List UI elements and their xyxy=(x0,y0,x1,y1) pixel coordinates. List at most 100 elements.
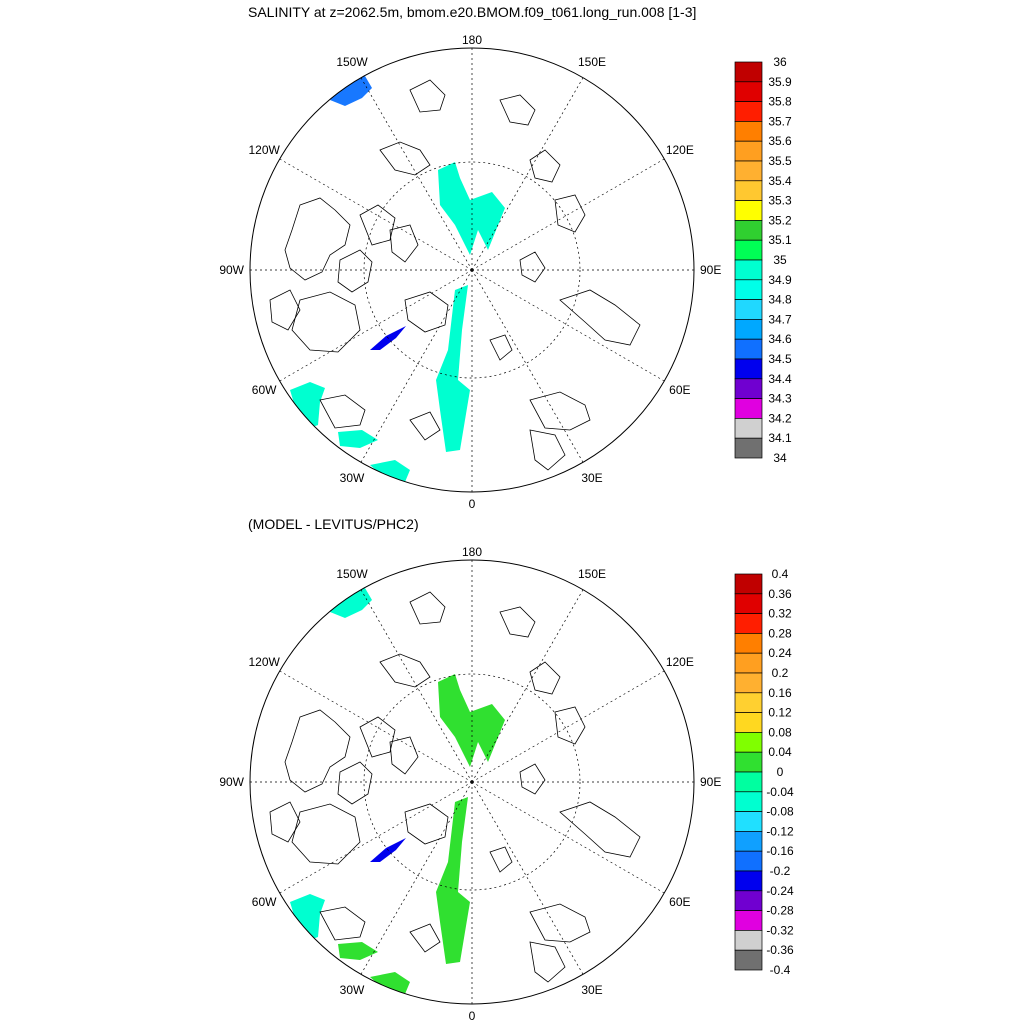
coastline xyxy=(319,906,366,941)
colorbar-swatch xyxy=(734,398,763,419)
coastline xyxy=(269,289,301,331)
salinity-map: 180 150E 120E 90E 60E 30E 0 30W 60W 90W 120W 150W 36… xyxy=(219,33,792,511)
colorbar-swatch xyxy=(734,239,763,261)
colorbar-swatch xyxy=(734,949,763,971)
coastline xyxy=(499,606,536,638)
colorbar-swatch xyxy=(734,751,763,773)
coastline xyxy=(291,803,361,865)
longitude-label: 60E xyxy=(669,383,690,397)
colorbar-label: 0.4 xyxy=(772,567,789,581)
coastline xyxy=(529,429,566,471)
region-center-north xyxy=(438,674,505,767)
colorbar-swatch xyxy=(734,771,763,793)
colorbar-swatch xyxy=(734,259,763,281)
colorbar-label: 35.7 xyxy=(768,114,792,128)
coastline xyxy=(379,141,431,176)
colorbar-swatch xyxy=(734,930,763,951)
difference-map-panel: 180 150E 120E 90E 60E 30E 0 30W 60W 90W 120W 150W 0.… xyxy=(0,512,1024,1024)
colorbar-label: 34.9 xyxy=(768,273,792,287)
region-60w xyxy=(290,894,325,940)
longitude-label: 180 xyxy=(462,33,482,47)
colorbar-swatch xyxy=(734,672,763,694)
region-30w xyxy=(338,942,410,994)
colorbar-label: 34.8 xyxy=(768,293,792,307)
longitude-label: 120E xyxy=(666,655,694,669)
colorbar-label: 35.4 xyxy=(768,174,792,188)
colorbar-swatch xyxy=(734,712,763,733)
coastline xyxy=(499,94,536,126)
colorbar-label: 35.9 xyxy=(768,75,792,89)
colorbar-swatch xyxy=(734,732,763,753)
longitude-label: 90W xyxy=(219,263,244,277)
colorbar-label: 35.3 xyxy=(768,194,792,208)
colorbar-label: 0.08 xyxy=(768,725,792,739)
region-30w xyxy=(338,430,410,482)
longitude-label: 90W xyxy=(219,775,244,789)
colorbar-label: -0.12 xyxy=(766,824,794,838)
coastline xyxy=(409,79,446,113)
colorbar-label: -0.08 xyxy=(766,805,794,819)
colorbar-label: 0.16 xyxy=(768,686,792,700)
longitude-label: 60W xyxy=(252,895,277,909)
longitude-label: 150E xyxy=(578,567,606,581)
meridian-line xyxy=(471,269,584,463)
meridian-line xyxy=(279,269,473,382)
coastline xyxy=(519,763,546,795)
longitude-label: 60W xyxy=(252,383,277,397)
colorbar-label: -0.16 xyxy=(766,844,794,858)
colorbar-label: -0.04 xyxy=(766,785,794,799)
longitude-label: 120W xyxy=(248,655,280,669)
coastline xyxy=(337,761,373,805)
colorbar-label: 0 xyxy=(777,765,784,779)
colorbar-swatch xyxy=(734,910,763,931)
plot-title: SALINITY at z=2062.5m, bmom.e20.BMOM.f09… xyxy=(248,4,697,20)
longitude-label: 0 xyxy=(469,497,476,511)
colorbar-swatch xyxy=(734,811,763,832)
longitude-label: 150W xyxy=(336,567,368,581)
coastline xyxy=(284,197,351,281)
colorbar-swatch xyxy=(734,850,763,872)
coastline xyxy=(529,149,561,183)
colorbar-swatch xyxy=(734,200,763,221)
longitude-label: 30E xyxy=(581,471,602,485)
longitude-label: 150E xyxy=(578,55,606,69)
colorbar-swatch xyxy=(734,338,763,360)
coastline xyxy=(337,249,373,293)
coastline xyxy=(529,903,591,943)
colorbar-label: 0.12 xyxy=(768,706,792,720)
meridian-line xyxy=(279,158,473,271)
meridian-line xyxy=(471,781,665,894)
colorbar-label: 36 xyxy=(773,55,787,69)
colorbar-swatch xyxy=(734,101,763,122)
colorbar-label: 34.2 xyxy=(768,411,792,425)
salinity-map-panel: 180 150E 120E 90E 60E 30E 0 30W 60W 90W 120W 150W 36… xyxy=(0,0,1024,512)
coastline xyxy=(554,194,586,233)
map-border xyxy=(249,47,695,493)
meridian-line xyxy=(279,670,473,783)
longitude-label: 30W xyxy=(340,471,365,485)
colorbar-swatch xyxy=(734,870,763,892)
coastline xyxy=(389,224,419,263)
colorbar-swatch xyxy=(734,378,763,399)
longitude-label: 0 xyxy=(469,1009,476,1023)
colorbar-label: 34 xyxy=(773,451,787,465)
meridian-line xyxy=(360,77,473,271)
colorbar-swatch xyxy=(734,220,763,241)
colorbar-swatch xyxy=(734,890,763,911)
colorbar-swatch xyxy=(734,180,763,201)
coastline xyxy=(291,291,361,353)
meridian-line xyxy=(471,670,665,783)
meridian-line xyxy=(279,781,473,894)
colorbar-label: 35.6 xyxy=(768,134,792,148)
colorbar-label: 34.1 xyxy=(768,431,792,445)
colorbar-swatch xyxy=(734,791,763,812)
longitude-label: 120E xyxy=(666,143,694,157)
colorbar-label: 35 xyxy=(773,253,787,267)
colorbar-swatch xyxy=(734,692,763,713)
colorbar-swatch xyxy=(734,140,763,162)
colorbar-label: 34.7 xyxy=(768,312,792,326)
latitude-circle xyxy=(363,161,581,379)
region-60w xyxy=(290,382,325,428)
colorbar-label: 0.28 xyxy=(768,626,792,640)
region-150w xyxy=(330,76,372,106)
